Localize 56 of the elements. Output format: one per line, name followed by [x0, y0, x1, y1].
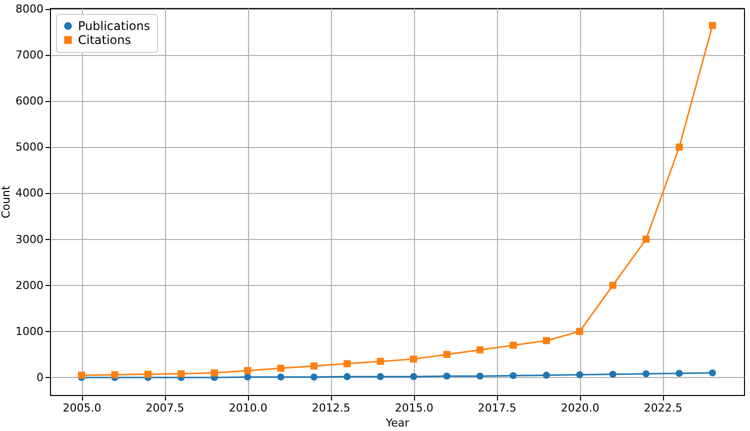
- point: [576, 371, 584, 378]
- point: [676, 370, 683, 377]
- point: [410, 356, 418, 363]
- y-tick-label: 4000: [16, 186, 44, 200]
- point: [542, 372, 550, 379]
- point: [244, 367, 252, 374]
- point: [542, 337, 550, 344]
- legend-label: Citations: [78, 33, 132, 47]
- x-axis-title: Year: [384, 416, 410, 430]
- point: [443, 350, 450, 358]
- point: [642, 236, 650, 243]
- point: [344, 360, 351, 368]
- point: [410, 373, 418, 380]
- x-tick-label: 2015.0: [394, 402, 434, 414]
- y-tick-label: 7000: [16, 48, 44, 62]
- y-tick-label: 1000: [16, 324, 44, 338]
- point: [443, 372, 450, 380]
- point: [344, 373, 351, 380]
- point: [642, 370, 650, 378]
- x-tick-label: 2020.0: [560, 402, 600, 414]
- point: [277, 374, 284, 381]
- point: [310, 374, 318, 381]
- x-tick-label: 2017.5: [478, 402, 516, 414]
- point: [210, 369, 218, 376]
- point: [510, 342, 517, 349]
- y-tick-label: 8000: [16, 2, 44, 16]
- point: [676, 144, 683, 151]
- point: [376, 358, 384, 365]
- y-tick-label: 6000: [16, 94, 44, 108]
- y-tick-label: 3000: [16, 232, 44, 246]
- point: [609, 282, 616, 289]
- x-tick-label: 2012.5: [312, 402, 350, 414]
- point: [78, 372, 86, 379]
- x-tick-label: 2005.0: [62, 402, 102, 414]
- x-tick-label: 2007.5: [146, 402, 184, 414]
- point: [178, 370, 185, 378]
- point: [476, 346, 484, 354]
- y-tick-label: 5000: [16, 140, 44, 154]
- point: [244, 374, 252, 381]
- point: [277, 364, 284, 372]
- point: [476, 372, 484, 380]
- y-tick-label: 2000: [16, 278, 44, 292]
- y-axis-title: Count: [0, 184, 13, 218]
- point: [576, 328, 584, 335]
- x-tick-label: 2022.5: [644, 402, 682, 414]
- point: [111, 371, 118, 378]
- point: [609, 370, 616, 378]
- point: [376, 373, 384, 380]
- legend-label: Publications: [78, 19, 150, 33]
- point: [708, 22, 716, 30]
- point: [144, 370, 152, 378]
- point: [510, 372, 517, 380]
- y-tick-label: 0: [36, 370, 44, 384]
- point: [708, 369, 716, 376]
- x-tick-label: 2010.0: [228, 402, 268, 414]
- point: [310, 362, 318, 370]
